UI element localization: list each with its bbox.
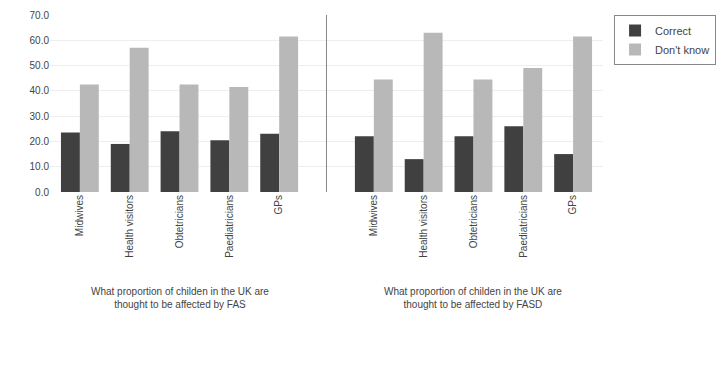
svg-text:GPs: GPs (273, 195, 284, 214)
svg-text:Paediatricians: Paediatricians (224, 195, 235, 258)
svg-text:Health visitors: Health visitors (124, 195, 135, 258)
svg-text:70.0: 70.0 (30, 10, 50, 21)
svg-text:Midwives: Midwives (74, 195, 85, 236)
svg-text:10.0: 10.0 (30, 161, 50, 172)
svg-text:Paediatricians: Paediatricians (518, 195, 529, 258)
svg-text:0.0: 0.0 (35, 187, 49, 198)
svg-text:Health visitors: Health visitors (418, 195, 429, 258)
svg-text:Obtetricians: Obtetricians (174, 195, 185, 248)
svg-text:Obtetricians: Obtetricians (468, 195, 479, 248)
svg-text:Midwives: Midwives (368, 195, 379, 236)
svg-text:20.0: 20.0 (30, 136, 50, 147)
svg-text:What proportion of childen in: What proportion of childen in the UK are… (384, 286, 562, 310)
svg-text:50.0: 50.0 (30, 60, 50, 71)
svg-text:60.0: 60.0 (30, 35, 50, 46)
svg-text:Correct: Correct (655, 25, 691, 37)
svg-text:40.0: 40.0 (30, 85, 50, 96)
svg-text:What proportion of childen in: What proportion of childen in the UK are… (91, 286, 269, 310)
svg-text:Don't know: Don't know (655, 44, 709, 56)
svg-text:GPs: GPs (567, 195, 578, 214)
svg-text:30.0: 30.0 (30, 111, 50, 122)
